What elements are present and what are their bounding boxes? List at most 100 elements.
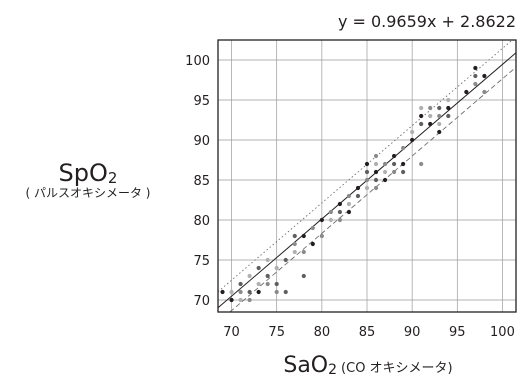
- data-point: [373, 153, 379, 159]
- data-point: [328, 209, 333, 215]
- data-point: [265, 257, 270, 263]
- data-point: [319, 233, 324, 239]
- data-point: [220, 289, 225, 295]
- data-point: [446, 97, 451, 103]
- y-tick-label: 95: [193, 94, 210, 109]
- data-point: [437, 113, 442, 119]
- data-point: [473, 81, 478, 87]
- data-point: [482, 89, 487, 95]
- x-tick-label: 95: [449, 325, 466, 340]
- y-tick-label: 90: [193, 134, 210, 149]
- data-point: [274, 265, 279, 271]
- data-point: [319, 217, 324, 223]
- data-point: [247, 289, 252, 295]
- x-tick-label: 70: [223, 325, 240, 340]
- data-point: [229, 289, 234, 295]
- data-point: [373, 169, 379, 175]
- data-point: [401, 145, 406, 151]
- data-point: [364, 169, 370, 175]
- data-point: [428, 113, 433, 119]
- y-tick-label: 80: [193, 214, 210, 229]
- data-point: [428, 105, 433, 111]
- data-point: [274, 281, 279, 287]
- plot-frame: [217, 39, 517, 313]
- data-point: [301, 273, 306, 279]
- y-tick-label: 100: [185, 54, 210, 69]
- y-axis-label: SpO2: [59, 159, 118, 187]
- data-point: [301, 233, 306, 239]
- y-tick-label: 85: [193, 174, 210, 189]
- data-point: [310, 225, 315, 231]
- data-point: [346, 201, 352, 207]
- data-point: [247, 297, 252, 303]
- data-point: [238, 281, 243, 287]
- data-point: [382, 177, 388, 183]
- data-point: [256, 289, 261, 295]
- data-point: [473, 65, 478, 71]
- y-axis-label-subscript: 2: [108, 169, 118, 187]
- x-tick-label: 85: [359, 325, 376, 340]
- data-point: [428, 121, 433, 127]
- data-point: [256, 265, 261, 271]
- regression-equation: y = 0.9659x + 2.8622: [338, 12, 516, 31]
- data-point: [401, 169, 406, 175]
- y-tick-label: 70: [193, 294, 210, 309]
- data-point: [419, 113, 424, 119]
- x-axis-label: SaO2 (CO オキシメータ): [283, 353, 452, 378]
- data-point: [373, 161, 379, 167]
- data-point: [247, 273, 252, 279]
- lower-band-line: [229, 66, 517, 313]
- data-point: [292, 241, 297, 247]
- y-axis-label-note: ( パルスオキシメータ ): [26, 186, 151, 200]
- y-tick-labels: 70 75 80 85 90 95 100: [185, 54, 210, 309]
- data-point: [283, 289, 288, 295]
- data-point: [410, 129, 415, 135]
- y-tick-label: 75: [193, 254, 210, 269]
- data-point: [256, 281, 261, 287]
- x-tick-labels: 70 75 80 85 90 95 100: [223, 325, 515, 340]
- data-point: [229, 297, 234, 303]
- data-point: [346, 193, 352, 199]
- data-point: [419, 121, 424, 127]
- data-point: [274, 289, 279, 295]
- data-points: [220, 65, 487, 303]
- y-axis-label-main: SpO: [59, 159, 108, 187]
- x-axis-label-subscript: 2: [328, 362, 337, 378]
- data-point: [446, 105, 451, 111]
- data-point: [328, 217, 333, 223]
- data-point: [373, 185, 379, 191]
- data-point: [238, 289, 243, 295]
- data-point: [464, 89, 469, 95]
- data-point: [238, 297, 243, 303]
- data-point: [364, 161, 370, 167]
- data-point: [364, 185, 370, 191]
- data-point: [419, 105, 424, 111]
- data-point: [355, 185, 361, 191]
- data-point: [337, 217, 343, 223]
- confidence-bands: [217, 39, 517, 313]
- data-point: [437, 121, 442, 127]
- data-point: [391, 153, 397, 159]
- data-point: [437, 105, 442, 111]
- data-point: [355, 193, 361, 199]
- data-point: [292, 249, 297, 255]
- data-point: [391, 169, 397, 175]
- data-point: [301, 249, 306, 255]
- data-point: [382, 169, 388, 175]
- x-axis-label-note: (CO オキシメータ): [341, 361, 453, 376]
- data-point: [382, 161, 388, 167]
- data-point: [391, 161, 397, 167]
- data-point: [292, 233, 297, 239]
- data-point: [446, 113, 451, 119]
- upper-band-line: [217, 39, 513, 293]
- data-point: [482, 73, 487, 79]
- data-point: [373, 177, 379, 183]
- data-point: [310, 241, 315, 247]
- data-point: [473, 73, 478, 79]
- x-axis-label-main: SaO: [283, 353, 328, 378]
- data-point: [283, 257, 288, 263]
- data-point: [346, 209, 352, 215]
- x-tick-label: 90: [404, 325, 421, 340]
- x-tick-label: 100: [490, 325, 515, 340]
